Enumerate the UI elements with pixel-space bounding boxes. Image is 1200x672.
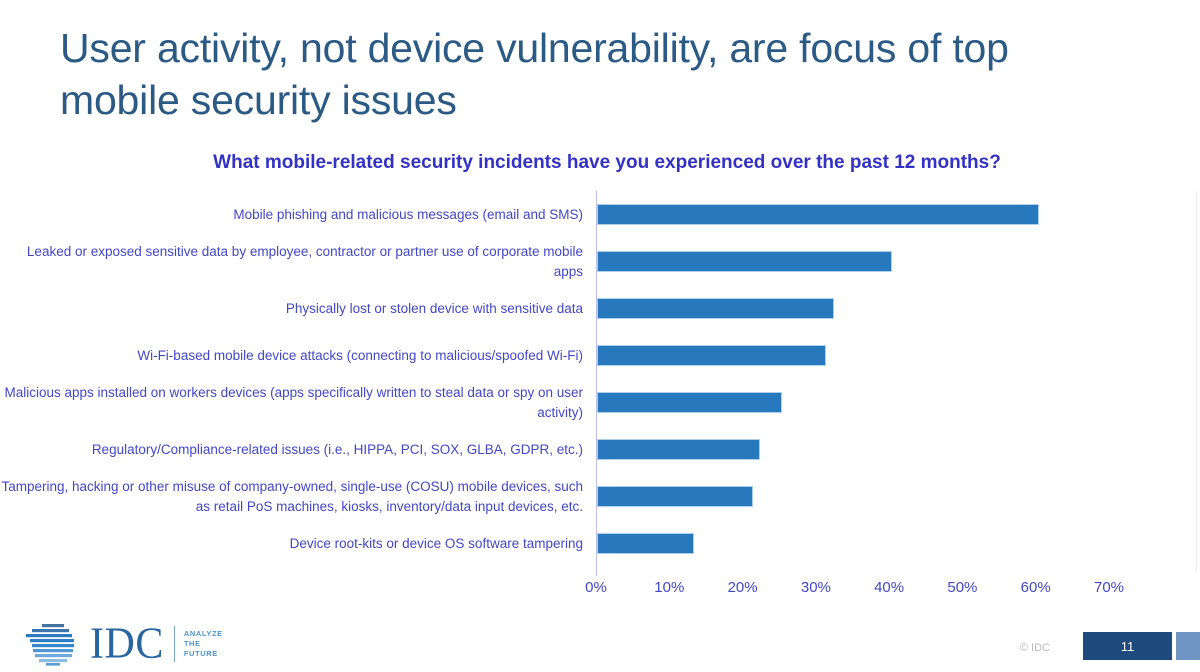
corner-accent (1176, 632, 1200, 660)
category-labels: Mobile phishing and malicious messages (… (0, 191, 596, 605)
idc-tagline: ANALYZE THE FUTURE (184, 629, 223, 658)
category-label: Physically lost or stolen device with se… (285, 300, 583, 316)
category-label: Regulatory/Compliance-related issues (i.… (91, 441, 583, 457)
x-tick-label: 40% (874, 579, 905, 596)
chart-row (597, 473, 1196, 520)
idc-globe-icon (26, 624, 74, 666)
copyright-text: © IDC (1019, 642, 1050, 654)
bar (597, 251, 893, 272)
chart-row (597, 520, 1196, 567)
idc-brand-text: IDC (90, 619, 164, 669)
category-label: Tampering, hacking or other misuse of co… (1, 478, 583, 514)
category-label: Leaked or exposed sensitive data by empl… (26, 243, 583, 279)
bar-chart: Mobile phishing and malicious messages (… (0, 191, 1200, 605)
chart-row (597, 238, 1196, 285)
bar (597, 486, 753, 507)
page-number-badge: 11 (1083, 632, 1172, 660)
logo-divider (173, 626, 175, 662)
tagline-line: ANALYZE (183, 629, 223, 639)
bar (597, 345, 827, 366)
bar (597, 533, 695, 554)
bars (596, 191, 1197, 576)
bar (597, 439, 761, 460)
x-tick-label: 60% (1020, 579, 1051, 596)
chart-row (597, 285, 1196, 332)
tagline-line: FUTURE (183, 648, 218, 658)
tagline-line: THE (183, 639, 201, 649)
category-label: Mobile phishing and malicious messages (… (233, 206, 583, 222)
bar (597, 204, 1039, 225)
x-tick-label: 10% (654, 579, 685, 596)
chart-row (597, 426, 1196, 473)
x-tick-label: 50% (947, 579, 978, 596)
x-axis: 0% 10% 20% 30% 40% 50% 60% 70% (585, 579, 1200, 605)
x-tick-label: 30% (800, 579, 831, 596)
x-tick-label: 70% (1093, 579, 1125, 596)
category-label: Device root-kits or device OS software t… (289, 535, 583, 551)
chart-row (597, 191, 1196, 238)
category-label: Wi-Fi-based mobile device attacks (conne… (137, 347, 583, 363)
idc-logo: IDC ANALYZE THE FUTURE (22, 622, 223, 666)
bar (597, 298, 834, 319)
chart-row (597, 332, 1196, 379)
category-label: Malicious apps installed on workers devi… (4, 384, 583, 420)
x-tick-label: 0% (585, 579, 607, 596)
chart-title: What mobile-related security incidents h… (213, 152, 1001, 173)
chart-row (597, 379, 1196, 426)
x-tick-label: 20% (727, 579, 758, 596)
plot-area: 0% 10% 20% 30% 40% 50% 60% 70% (585, 191, 1200, 605)
bar (597, 392, 783, 413)
slide-title: User activity, not device vulnerability,… (60, 25, 1009, 124)
